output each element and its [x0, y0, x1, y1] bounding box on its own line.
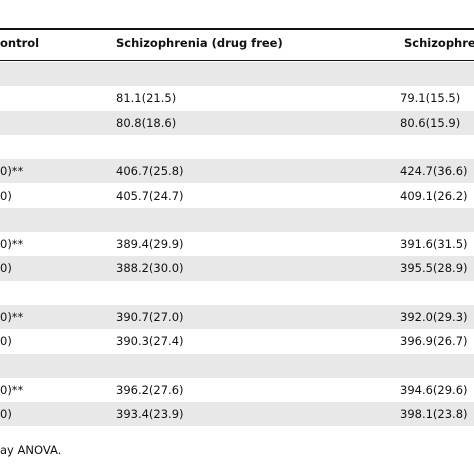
table-cell: 390.3(27.4): [116, 334, 184, 349]
table-cell: 395.5(28.9): [400, 261, 468, 276]
table-row: 80.8(18.6) 80.6(15.9): [0, 110, 474, 135]
table-row: 0) 390.3(27.4) 396.9(26.7): [0, 329, 474, 353]
table-cell: 406.7(25.8): [116, 164, 184, 179]
table-cell: 393.4(23.9): [116, 407, 184, 422]
table-row: 81.1(21.5) 79.1(15.5): [0, 86, 474, 110]
table-cell: 392.0(29.3): [400, 310, 468, 324]
table-cell: 0)**: [0, 237, 24, 252]
footnote: ay ANOVA.: [0, 443, 62, 457]
table-cell: 0)**: [0, 382, 24, 397]
table-cell: 398.1(23.8): [400, 407, 468, 422]
table-row: [0, 62, 474, 87]
table-cell: 396.2(27.6): [116, 382, 184, 397]
table-row: 0) 405.7(24.7) 409.1(26.2): [0, 184, 474, 208]
table-row: 0) 388.2(30.0) 395.5(28.9): [0, 256, 474, 281]
table-row: [0, 353, 474, 378]
table-cell: 409.1(26.2): [400, 188, 468, 203]
table-row: 0)** 390.7(27.0) 392.0(29.3): [0, 305, 474, 330]
table-cell: 394.6(29.6): [400, 382, 468, 397]
top-rule: [0, 28, 474, 30]
table-row: 0) 393.4(23.9) 398.1(23.8): [0, 402, 474, 427]
table-cell: 389.4(29.9): [116, 237, 184, 252]
table-row: [0, 135, 474, 159]
table-cell: 81.1(21.5): [116, 91, 177, 106]
table-row: 0)** 406.7(25.8) 424.7(36.6): [0, 159, 474, 184]
table-cell: 80.6(15.9): [400, 115, 461, 130]
table-cell: 0): [0, 188, 12, 203]
table-cell: 0): [0, 261, 12, 276]
table-cell: 79.1(15.5): [400, 91, 461, 106]
table-cell: 405.7(24.7): [116, 188, 184, 203]
table-cell: 0)**: [0, 164, 24, 179]
table-cell: 391.6(31.5): [400, 237, 468, 252]
table-cell: 388.2(30.0): [116, 261, 184, 276]
table-cell: 424.7(36.6): [400, 164, 468, 179]
table-cell: 0): [0, 407, 12, 422]
table-row: [0, 207, 474, 233]
table-cell: 0): [0, 334, 12, 349]
table-cell: 396.9(26.7): [400, 334, 468, 349]
table-cell: 80.8(18.6): [116, 115, 177, 130]
column-header: ontrol: [0, 36, 40, 50]
header-rule: [0, 60, 474, 61]
column-header: Schizophre: [404, 36, 474, 50]
column-header: Schizophrenia (drug free): [116, 36, 283, 50]
table-cell: 390.7(27.0): [116, 310, 184, 324]
table-row: 0)** 396.2(27.6) 394.6(29.6): [0, 378, 474, 402]
table-cell: 0)**: [0, 310, 24, 324]
table-row: 0)** 389.4(29.9) 391.6(31.5): [0, 232, 474, 256]
table-row: [0, 281, 474, 305]
